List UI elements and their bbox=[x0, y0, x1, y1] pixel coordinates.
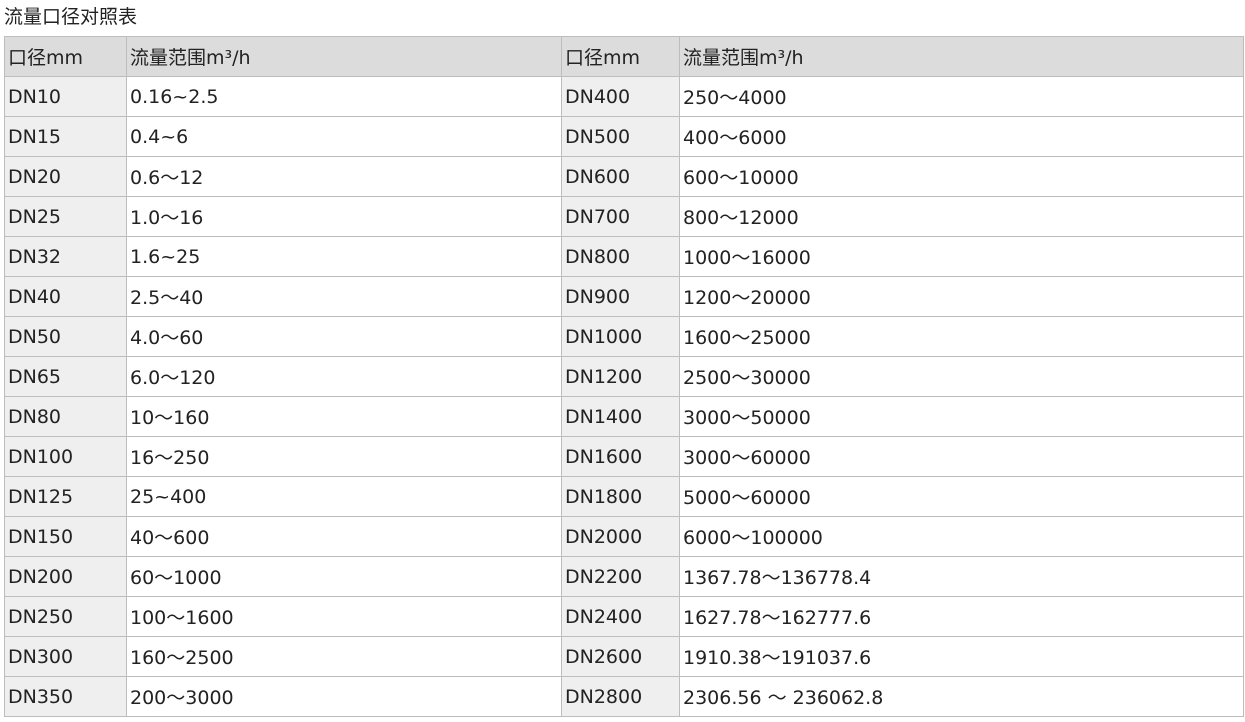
diameter-cell: DN2600 bbox=[561, 636, 680, 677]
table-header-row: 口径mm 流量范围m³/h 口径mm 流量范围m³/h bbox=[4, 36, 1244, 77]
flow-range-cell: 250～4000 bbox=[679, 76, 1244, 117]
flow-range-cell: 3000～60000 bbox=[679, 436, 1244, 477]
flow-range-cell: 6000～100000 bbox=[679, 516, 1244, 557]
flow-range-cell: 3000～50000 bbox=[679, 396, 1244, 437]
diameter-cell: DN250 bbox=[4, 596, 127, 637]
flow-range-cell: 100～1600 bbox=[126, 596, 562, 637]
diameter-cell: DN65 bbox=[4, 356, 127, 397]
diameter-cell: DN80 bbox=[4, 396, 127, 437]
flow-range-cell: 1200～20000 bbox=[679, 276, 1244, 317]
flow-range-cell: 200～3000 bbox=[126, 676, 562, 717]
diameter-cell: DN20 bbox=[4, 156, 127, 197]
flow-range-cell: 1.0～16 bbox=[126, 196, 562, 237]
diameter-cell: DN700 bbox=[561, 196, 680, 237]
table-row: DN20 0.6～12 DN600 600～10000 bbox=[4, 156, 1244, 197]
flow-range-cell: 60～1000 bbox=[126, 556, 562, 597]
diameter-cell: DN900 bbox=[561, 276, 680, 317]
flow-range-cell: 1.6~25 bbox=[126, 236, 562, 277]
diameter-cell: DN100 bbox=[4, 436, 127, 477]
header-flow-range: 流量范围m³/h bbox=[126, 36, 562, 77]
flow-range-cell: 25~400 bbox=[126, 476, 562, 517]
diameter-cell: DN1400 bbox=[561, 396, 680, 437]
flow-range-cell: 160～2500 bbox=[126, 636, 562, 677]
table-row: DN10 0.16~2.5 DN400 250～4000 bbox=[4, 76, 1244, 117]
table-row: DN125 25~400 DN1800 5000～60000 bbox=[4, 476, 1244, 517]
diameter-cell: DN1600 bbox=[561, 436, 680, 477]
header-diameter: 口径mm bbox=[4, 36, 127, 77]
table-row: DN15 0.4~6 DN500 400～6000 bbox=[4, 116, 1244, 157]
flow-range-cell: 16～250 bbox=[126, 436, 562, 477]
table-row: DN200 60～1000 DN2200 1367.78～136778.4 bbox=[4, 556, 1244, 597]
flow-range-cell: 400～6000 bbox=[679, 116, 1244, 157]
flow-range-cell: 5000～60000 bbox=[679, 476, 1244, 517]
flow-range-cell: 600～10000 bbox=[679, 156, 1244, 197]
flow-range-cell: 1600～25000 bbox=[679, 316, 1244, 357]
diameter-cell: DN40 bbox=[4, 276, 127, 317]
diameter-cell: DN2000 bbox=[561, 516, 680, 557]
diameter-cell: DN600 bbox=[561, 156, 680, 197]
flow-range-cell: 4.0～60 bbox=[126, 316, 562, 357]
diameter-cell: DN1800 bbox=[561, 476, 680, 517]
flow-range-cell: 1627.78～162777.6 bbox=[679, 596, 1244, 637]
diameter-cell: DN15 bbox=[4, 116, 127, 157]
diameter-cell: DN50 bbox=[4, 316, 127, 357]
table-row: DN150 40～600 DN2000 6000～100000 bbox=[4, 516, 1244, 557]
diameter-cell: DN10 bbox=[4, 76, 127, 117]
table-row: DN300 160～2500 DN2600 1910.38～191037.6 bbox=[4, 636, 1244, 677]
table-row: DN65 6.0～120 DN1200 2500～30000 bbox=[4, 356, 1244, 397]
diameter-cell: DN200 bbox=[4, 556, 127, 597]
table-row: DN100 16～250 DN1600 3000～60000 bbox=[4, 436, 1244, 477]
table-row: DN32 1.6~25 DN800 1000～16000 bbox=[4, 236, 1244, 277]
flow-diameter-table: 口径mm 流量范围m³/h 口径mm 流量范围m³/h DN10 0.16~2.5… bbox=[4, 36, 1244, 717]
flow-range-cell: 40～600 bbox=[126, 516, 562, 557]
page-title: 流量口径对照表 bbox=[4, 6, 138, 28]
flow-range-cell: 2.5～40 bbox=[126, 276, 562, 317]
header-flow-range: 流量范围m³/h bbox=[679, 36, 1244, 77]
diameter-cell: DN125 bbox=[4, 476, 127, 517]
diameter-cell: DN25 bbox=[4, 196, 127, 237]
diameter-cell: DN32 bbox=[4, 236, 127, 277]
diameter-cell: DN150 bbox=[4, 516, 127, 557]
diameter-cell: DN2400 bbox=[561, 596, 680, 637]
flow-range-cell: 0.16~2.5 bbox=[126, 76, 562, 117]
diameter-cell: DN1200 bbox=[561, 356, 680, 397]
diameter-cell: DN2800 bbox=[561, 676, 680, 717]
flow-range-cell: 10～160 bbox=[126, 396, 562, 437]
table-row: DN80 10～160 DN1400 3000～50000 bbox=[4, 396, 1244, 437]
header-diameter: 口径mm bbox=[561, 36, 680, 77]
flow-range-cell: 1910.38～191037.6 bbox=[679, 636, 1244, 677]
diameter-cell: DN400 bbox=[561, 76, 680, 117]
diameter-cell: DN1000 bbox=[561, 316, 680, 357]
diameter-cell: DN500 bbox=[561, 116, 680, 157]
flow-range-cell: 2500～30000 bbox=[679, 356, 1244, 397]
flow-range-cell: 0.4~6 bbox=[126, 116, 562, 157]
flow-range-cell: 800～12000 bbox=[679, 196, 1244, 237]
table-row: DN50 4.0～60 DN1000 1600～25000 bbox=[4, 316, 1244, 357]
table-row: DN250 100～1600 DN2400 1627.78～162777.6 bbox=[4, 596, 1244, 637]
diameter-cell: DN2200 bbox=[561, 556, 680, 597]
diameter-cell: DN300 bbox=[4, 636, 127, 677]
diameter-cell: DN800 bbox=[561, 236, 680, 277]
flow-range-cell: 0.6～12 bbox=[126, 156, 562, 197]
flow-range-cell: 1000～16000 bbox=[679, 236, 1244, 277]
flow-range-cell: 1367.78～136778.4 bbox=[679, 556, 1244, 597]
flow-range-cell: 2306.56 ～ 236062.8 bbox=[679, 676, 1244, 717]
table-row: DN40 2.5～40 DN900 1200～20000 bbox=[4, 276, 1244, 317]
diameter-cell: DN350 bbox=[4, 676, 127, 717]
table-row: DN350 200～3000 DN2800 2306.56 ～ 236062.8 bbox=[4, 676, 1244, 717]
flow-range-cell: 6.0～120 bbox=[126, 356, 562, 397]
table-row: DN25 1.0～16 DN700 800～12000 bbox=[4, 196, 1244, 237]
